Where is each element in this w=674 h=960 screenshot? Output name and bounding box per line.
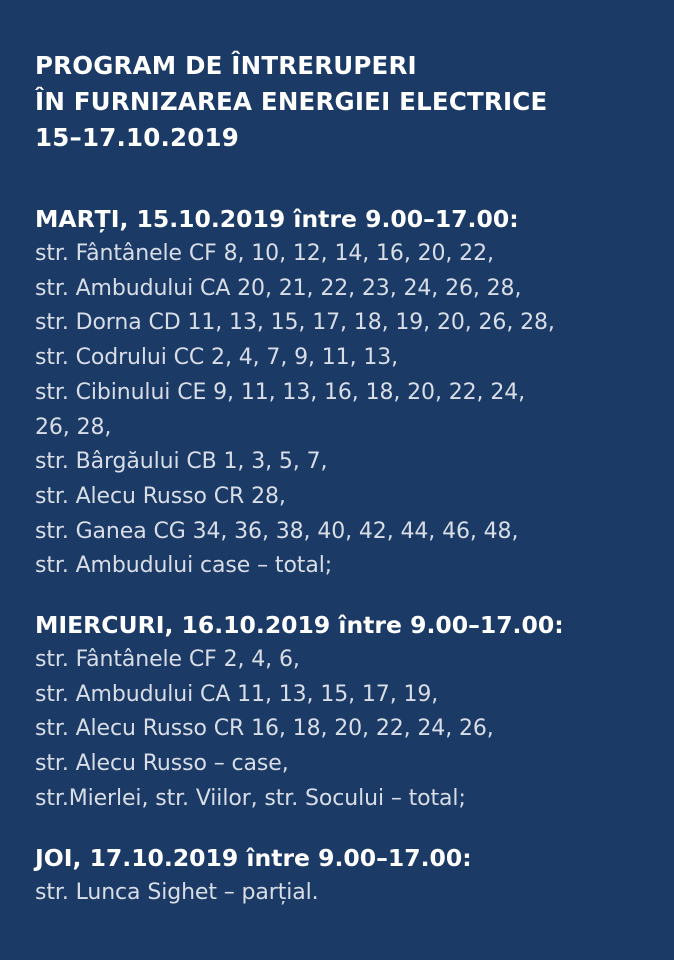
announcement: PROGRAM DE ÎNTRERUPERI ÎN FURNIZAREA ENE… [35, 48, 635, 934]
street-list-line: str.Mierlei, str. Viilor, str. Socului –… [35, 785, 466, 811]
street-list-line: str. Alecu Russo CR 16, 18, 20, 22, 24, … [35, 716, 494, 742]
day-heading: MARȚI, 15.10.2019 între 9.00–17.00: [35, 205, 519, 233]
day-heading: JOI, 17.10.2019 între 9.00–17.00: [35, 843, 472, 872]
schedule-day-section: MIERCURI, 16.10.2019 între 9.00–17.00: st… [35, 608, 635, 817]
title-line: ÎN FURNIZAREA ENERGIEI ELECTRICE [35, 87, 548, 116]
street-list-line: str. Cibinului CE 9, 11, 13, 16, 18, 20,… [35, 379, 526, 405]
street-list-line: 26, 28, [35, 414, 112, 440]
street-list-line: str. Dorna CD 11, 13, 15, 17, 18, 19, 20… [35, 310, 555, 336]
street-list-line: str. Ambudului CA 20, 21, 22, 23, 24, 26… [35, 275, 522, 301]
street-list-line: str. Alecu Russo – case, [35, 751, 289, 777]
schedule-day-section: JOI, 17.10.2019 între 9.00–17.00: str. Lu… [35, 841, 635, 911]
title-line: PROGRAM DE ÎNTRERUPERI [35, 51, 417, 80]
street-list-line: str. Ambudului CA 11, 13, 15, 17, 19, [35, 681, 439, 707]
street-list-line: str. Bârgăului CB 1, 3, 5, 7, [35, 449, 328, 475]
page-title: PROGRAM DE ÎNTRERUPERI ÎN FURNIZAREA ENE… [35, 48, 635, 156]
street-list-line: str. Fântânele CF 2, 4, 6, [35, 647, 300, 673]
street-list-line: str. Codrului CC 2, 4, 7, 9, 11, 13, [35, 345, 399, 371]
street-list-line: str. Ambudului case – total; [35, 553, 333, 579]
street-list-line: str. Fântânele CF 8, 10, 12, 14, 16, 20,… [35, 241, 494, 266]
street-list-line: str. Lunca Sighet – parțial. [35, 879, 319, 905]
street-list-line: str. Ganea CG 34, 36, 38, 40, 42, 44, 46… [35, 518, 519, 544]
street-list-line: str. Alecu Russo CR 28, [35, 483, 286, 509]
schedule-sections: MARȚI, 15.10.2019 între 9.00–17.00: str. … [35, 202, 635, 910]
day-heading: MIERCURI, 16.10.2019 între 9.00–17.00: [35, 611, 564, 640]
title-date-range: 15–17.10.2019 [35, 123, 239, 152]
schedule-day-section: MARȚI, 15.10.2019 între 9.00–17.00: str. … [35, 202, 635, 584]
